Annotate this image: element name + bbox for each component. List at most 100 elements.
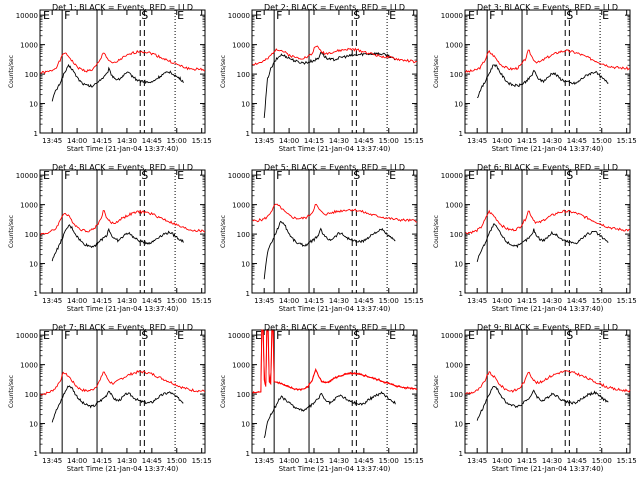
interval-marker-e: E [177, 329, 184, 342]
y-tick-label: 10 [241, 261, 250, 269]
y-tick-label: 1000 [20, 42, 38, 50]
x-axis-label: Start Time (21-Jan-04 13:37:40) [492, 465, 604, 473]
x-tick-label: 14:30 [117, 137, 137, 145]
panel-title: Det 9: BLACK = Events, RED = LLD [477, 323, 618, 332]
panel-title: Det 4: BLACK = Events, RED = LLD [52, 163, 193, 172]
y-tick-label: 10 [454, 261, 463, 269]
y-tick-label: 1000 [20, 202, 38, 210]
interval-marker-e: E [177, 9, 184, 22]
interval-marker-f: F [64, 329, 70, 342]
x-tick-label: 14:00 [279, 137, 299, 145]
interval-marker-e: E [468, 329, 475, 342]
x-tick-label: 14:45 [354, 457, 374, 465]
x-tick-label: 15:00 [592, 457, 612, 465]
y-tick-label: 1 [34, 130, 38, 138]
y-axis-label: Counts/sec [433, 375, 440, 408]
interval-marker-e: E [468, 169, 475, 182]
plot-frame [39, 9, 206, 134]
y-tick-label: 100 [450, 71, 463, 79]
x-axis-label: Start Time (21-Jan-04 13:37:40) [67, 465, 179, 473]
x-tick-label: 14:15 [517, 137, 537, 145]
x-tick-label: 14:30 [542, 297, 562, 305]
plot-frame [251, 329, 418, 454]
y-axis-label: Counts/sec [8, 375, 15, 408]
y-tick-label: 10000 [16, 172, 38, 180]
y-tick-label: 1000 [445, 42, 463, 50]
interval-marker-e: E [255, 329, 262, 342]
x-tick-label: 14:30 [329, 457, 349, 465]
y-axis-label: Counts/sec [433, 215, 440, 248]
interval-marker-f: F [64, 169, 70, 182]
y-tick-label: 100 [237, 71, 250, 79]
x-tick-label: 14:45 [567, 457, 587, 465]
interval-marker-e: E [43, 169, 50, 182]
interval-marker-e: E [602, 329, 609, 342]
x-tick-label: 14:00 [492, 457, 512, 465]
x-tick-label: 14:30 [329, 297, 349, 305]
x-tick-label: 14:30 [542, 137, 562, 145]
x-tick-label: 15:15 [192, 137, 212, 145]
y-tick-label: 10000 [228, 332, 250, 340]
interval-marker-e: E [43, 329, 50, 342]
interval-marker-s: S [566, 329, 573, 342]
x-tick-label: 13:45 [467, 137, 487, 145]
y-tick-label: 10000 [441, 172, 463, 180]
interval-marker-s: S [566, 9, 573, 22]
x-axis-label: Start Time (21-Jan-04 13:37:40) [279, 305, 391, 313]
series-events [476, 386, 609, 421]
x-axis-label: Start Time (21-Jan-04 13:37:40) [492, 305, 604, 313]
y-tick-label: 100 [25, 391, 38, 399]
x-tick-label: 15:00 [167, 137, 187, 145]
x-tick-label: 15:00 [379, 137, 399, 145]
x-tick-label: 15:00 [167, 457, 187, 465]
x-tick-label: 14:15 [92, 457, 112, 465]
y-tick-label: 1 [246, 450, 250, 458]
plot-frame [39, 329, 206, 454]
series-events [51, 385, 184, 423]
y-tick-label: 100 [25, 71, 38, 79]
y-tick-label: 10000 [16, 12, 38, 20]
interval-marker-e: E [389, 9, 396, 22]
y-tick-label: 10 [29, 261, 38, 269]
y-tick-label: 1000 [445, 202, 463, 210]
series-lld [465, 49, 631, 73]
x-tick-label: 15:15 [404, 297, 424, 305]
interval-marker-s: S [353, 9, 360, 22]
panel-title: Det 8: BLACK = Events, RED = LLD [264, 323, 405, 332]
y-tick-label: 1 [34, 450, 38, 458]
panel-det-3: Det 3: BLACK = Events, RED = LLD 1 10 100 10… [433, 3, 637, 153]
x-tick-label: 13:45 [254, 137, 274, 145]
series-events [263, 220, 396, 280]
x-tick-label: 13:45 [254, 297, 274, 305]
y-tick-label: 1 [246, 290, 250, 298]
x-tick-label: 14:45 [567, 137, 587, 145]
x-tick-label: 14:45 [354, 297, 374, 305]
series-lld [40, 49, 206, 75]
series-events [263, 391, 396, 439]
x-tick-label: 14:30 [329, 137, 349, 145]
y-tick-label: 10000 [16, 332, 38, 340]
y-tick-label: 10 [29, 421, 38, 429]
y-tick-label: 10000 [441, 12, 463, 20]
x-tick-label: 14:30 [117, 297, 137, 305]
x-tick-label: 13:45 [467, 457, 487, 465]
panel-det-7: Det 7: BLACK = Events, RED = LLD 1 10 100 10… [8, 323, 212, 473]
x-tick-label: 15:15 [404, 457, 424, 465]
y-tick-label: 100 [25, 231, 38, 239]
panel-det-8: Det 8: BLACK = Events, RED = LLD 1 10 100 10… [220, 323, 424, 473]
x-tick-label: 14:45 [142, 297, 162, 305]
panel-title: Det 3: BLACK = Events, RED = LLD [477, 3, 618, 12]
x-tick-label: 15:15 [192, 457, 212, 465]
interval-marker-e: E [602, 169, 609, 182]
interval-marker-e: E [255, 9, 262, 22]
x-tick-label: 15:15 [192, 297, 212, 305]
x-tick-label: 15:00 [592, 137, 612, 145]
interval-marker-s: S [566, 169, 573, 182]
y-tick-label: 1 [459, 130, 463, 138]
y-tick-label: 10000 [228, 12, 250, 20]
series-events [263, 51, 396, 118]
x-tick-label: 14:45 [142, 457, 162, 465]
y-axis-label: Counts/sec [8, 55, 15, 88]
series-events [51, 224, 184, 262]
x-tick-label: 13:45 [467, 297, 487, 305]
